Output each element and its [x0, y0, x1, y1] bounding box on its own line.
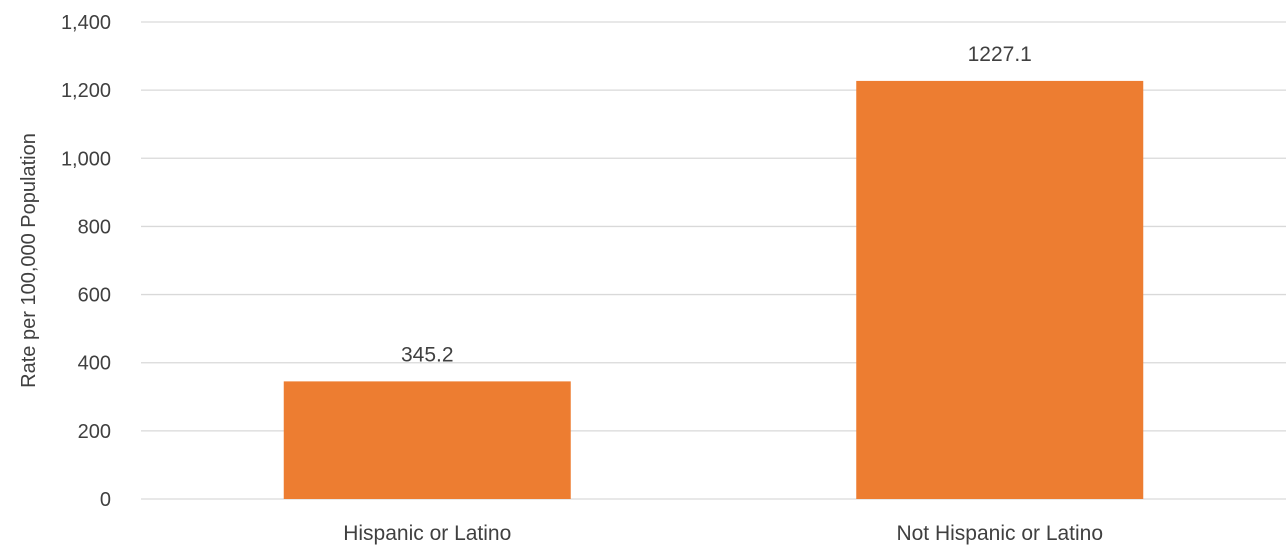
y-tick-label: 1,400	[61, 12, 111, 34]
y-tick-label: 800	[78, 216, 111, 238]
y-axis-ticks: 0 200 400 600 800 1,000 1,200 1,400	[61, 12, 111, 511]
x-tick-label: Not Hispanic or Latino	[896, 522, 1103, 545]
y-axis-title: Rate per 100,000 Population	[18, 133, 40, 388]
y-tick-label: 400	[78, 353, 111, 375]
y-tick-label: 1,000	[61, 148, 111, 170]
y-tick-label: 200	[78, 421, 111, 443]
x-tick-label: Hispanic or Latino	[343, 522, 511, 545]
y-tick-label: 0	[100, 489, 111, 511]
data-label: 345.2	[401, 343, 454, 366]
bar	[856, 80, 1144, 500]
y-tick-label: 600	[78, 285, 111, 307]
bars	[283, 80, 1144, 500]
data-label: 1227.1	[968, 43, 1032, 66]
data-labels: 345.2 1227.1	[401, 43, 1032, 366]
bar	[283, 381, 571, 499]
y-tick-label: 1,200	[61, 80, 111, 102]
x-axis-ticks: Hispanic or Latino Not Hispanic or Latino	[343, 522, 1103, 545]
